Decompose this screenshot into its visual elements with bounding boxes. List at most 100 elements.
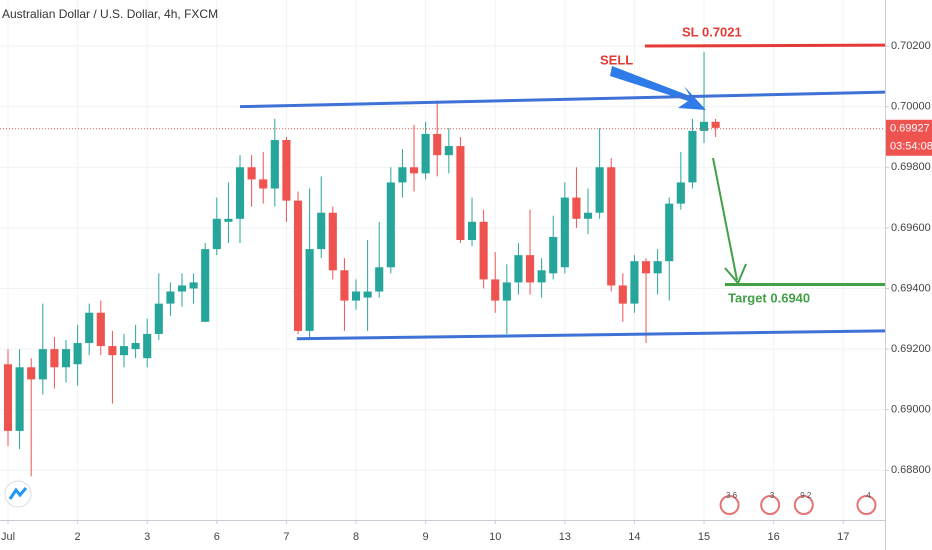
candle-body: [27, 367, 36, 380]
logo-mark: [8, 487, 28, 500]
candle-body: [711, 121, 720, 128]
x-tick-label: 17: [837, 531, 849, 543]
candle-body: [224, 218, 233, 222]
candle-body: [363, 291, 372, 298]
y-tick-label: 0.69600: [891, 222, 931, 234]
event-label: 3 6: [726, 491, 738, 500]
candle-body: [665, 203, 674, 262]
last-price-box: [886, 119, 932, 156]
plot: [3, 52, 720, 477]
candle-body: [282, 140, 291, 201]
candle-body: [653, 261, 662, 274]
event-icon: [856, 495, 877, 515]
candle-body: [15, 367, 24, 431]
candle-body: [235, 167, 245, 219]
x-tick-label: 10: [489, 531, 501, 543]
candle-body: [85, 312, 94, 344]
candle-body: [154, 303, 163, 334]
y-tick-label: 0.69800: [891, 161, 931, 173]
trend-line: [644, 43, 886, 48]
y-tick-label: 0.70000: [891, 101, 931, 113]
chart-title: Australian Dollar / U.S. Dollar, 4h, FXC…: [2, 7, 218, 21]
candle-body: [618, 285, 627, 304]
candle-body: [537, 270, 546, 283]
candle-body: [119, 346, 129, 356]
candle-body: [38, 349, 47, 380]
candle-body: [491, 279, 500, 301]
candle-body: [108, 346, 117, 356]
trend-line: [239, 90, 886, 109]
candle-body: [96, 312, 105, 347]
candle-body: [293, 200, 303, 331]
trend-line: [296, 329, 886, 341]
candle-body: [456, 146, 465, 240]
candle-body: [386, 182, 395, 268]
x-tick-label: 6: [214, 531, 220, 543]
event-label: 3: [770, 491, 775, 500]
candle-body: [433, 133, 442, 156]
x-tick-label: 7: [283, 531, 289, 543]
event-label: 4: [866, 491, 871, 500]
sell-arrow: [610, 66, 706, 110]
candle-body: [143, 333, 152, 359]
candle-body: [3, 364, 13, 431]
x-tick-label: 9: [423, 531, 429, 543]
candle-body: [340, 270, 349, 301]
candle-body: [351, 291, 361, 301]
candle-body: [607, 167, 616, 286]
candle-body: [247, 167, 256, 180]
candle-body: [676, 182, 685, 204]
target-label: Target 0.6940: [728, 290, 810, 305]
sell-label: SELL: [600, 52, 633, 67]
candle-body: [177, 285, 187, 292]
candle-body: [595, 167, 604, 213]
event-icon: [719, 495, 740, 515]
candle-body: [421, 133, 430, 174]
candle-body: [61, 349, 71, 368]
target-arrow: [712, 157, 738, 281]
candle-body: [73, 343, 82, 365]
candle-body: [641, 261, 651, 274]
y-tick-label: 0.68800: [891, 464, 931, 476]
candle-body: [131, 343, 140, 350]
candle-body: [467, 221, 477, 240]
candle-body: [444, 146, 453, 156]
x-tick-label: 8: [353, 531, 359, 543]
countdown-label: 03:54:08: [890, 141, 932, 153]
y-tick-label: 0.69000: [891, 404, 931, 416]
y-tick-label: 0.69400: [891, 282, 931, 294]
x-tick-label: 15: [698, 531, 710, 543]
candle-body: [317, 212, 326, 250]
candle-body: [514, 255, 523, 283]
candle-body: [375, 267, 384, 292]
candle-body: [50, 349, 59, 368]
candle-body: [212, 218, 221, 250]
y-tick-label: 0.69200: [891, 343, 931, 355]
candle-body: [699, 121, 709, 131]
candle-body: [328, 212, 337, 271]
candle-body: [560, 197, 569, 268]
candle-body: [688, 130, 697, 183]
sl-label: SL 0.7021: [682, 24, 742, 39]
candle-body: [189, 282, 198, 289]
candle-body: [549, 236, 558, 274]
candle-body: [525, 255, 535, 283]
y-tick-label: 0.70200: [891, 40, 931, 52]
candle-body: [270, 140, 279, 189]
x-tick-label: 16: [768, 531, 780, 543]
x-tick-label: 14: [628, 531, 640, 543]
candle-body: [398, 167, 407, 183]
candle-body: [409, 167, 419, 174]
last-price-label: 0.69927: [890, 123, 930, 135]
candle-body: [201, 249, 210, 322]
x-tick-label: 13: [559, 531, 571, 543]
candle-body: [572, 197, 581, 219]
candle-body: [583, 212, 593, 219]
event-icon: [793, 495, 814, 515]
candle-body: [166, 291, 175, 304]
candle-body: [630, 261, 639, 304]
x-tick-label: Jul: [1, 531, 15, 543]
candle-body: [305, 249, 314, 331]
